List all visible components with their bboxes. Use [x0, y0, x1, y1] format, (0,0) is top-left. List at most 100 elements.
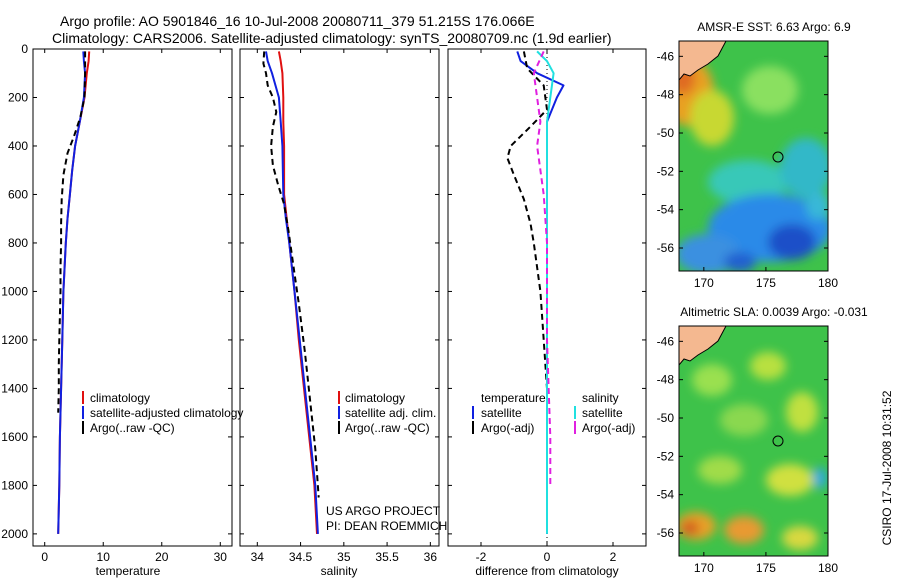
sla-yellow-patch	[786, 392, 818, 432]
legend-header-salinity: salinity	[582, 391, 619, 405]
legend-label-climatology: climatology	[90, 391, 150, 405]
legend-label-satellite: satellite-adjusted climatology	[90, 406, 243, 420]
temperature-panel-frame	[32, 48, 233, 547]
sst-yellow-patch	[690, 90, 734, 146]
x-tick-label: 20	[155, 550, 169, 564]
map-x-tick-label: 170	[694, 276, 714, 290]
x-tick-label: 35.5	[375, 550, 399, 564]
sla-yellow-patch	[750, 352, 786, 380]
series-line-salinity-satellite	[536, 50, 555, 534]
map-y-tick-label: -52	[657, 449, 675, 463]
legend-label-sal-argo: Argo(-adj)	[582, 421, 635, 435]
figure-title-line2: Climatology: CARS2006. Satellite-adjuste…	[52, 30, 612, 46]
sla-orange-patch	[724, 516, 764, 544]
sst-map: AMSR-E SST: 6.63 Argo: 6.9 170 175 180 -46 -…	[657, 20, 851, 290]
project-annotation: US ARGO PROJECT	[326, 504, 441, 518]
sst-cyan-patch	[708, 160, 788, 204]
map-y-tick-label: -48	[657, 373, 675, 387]
sst-cyan-patch	[780, 138, 828, 198]
sla-land-mass	[679, 326, 727, 366]
series-group	[57, 51, 91, 534]
x-tick-label: -2	[476, 550, 487, 564]
map-y-tick-label: -56	[657, 526, 675, 540]
legend-label-temp-satellite: satellite	[481, 406, 522, 420]
sst-float-marker	[772, 151, 784, 163]
profile-series	[57, 49, 565, 546]
y-tick-label: 1600	[1, 430, 28, 444]
legend-header-temperature: temperature	[481, 391, 546, 405]
figure-title-line1: Argo profile: AO 5901846_16 10-Jul-2008 …	[60, 13, 535, 29]
series-line-argo-raw-qc-	[262, 51, 320, 498]
pi-annotation: PI: DEAN ROEMMICH	[326, 519, 447, 533]
map-y-tick-label: -46	[657, 334, 675, 348]
difference-xlabel: difference from climatology	[475, 564, 618, 578]
legend-label-climatology: climatology	[345, 391, 405, 405]
sla-map-title: Altimetric SLA: 0.0039 Argo: -0.031	[680, 305, 868, 319]
y-tick-label: 800	[8, 236, 28, 250]
map-y-tick-label: -50	[657, 411, 675, 425]
y-tick-label: 400	[8, 139, 28, 153]
sla-blue-patch	[813, 467, 827, 489]
salinity-panel-frame	[239, 48, 440, 547]
sst-deep-blue-patch	[724, 252, 756, 271]
temperature-xlabel: temperature	[96, 564, 161, 578]
map-y-tick-label: -48	[657, 88, 675, 102]
footer-timestamp: CSIRO 17-Jul-2008 10:31:52	[880, 390, 894, 545]
x-tick-label: 34	[251, 550, 265, 564]
sla-light-patch	[720, 404, 768, 436]
map-y-tick-label: -50	[657, 126, 675, 140]
sla-red-patch	[681, 521, 699, 535]
sst-cyan-patch	[806, 192, 828, 220]
series-line-satellite-adjusted-climatology	[57, 51, 87, 534]
y-tick-label: 1400	[1, 381, 28, 395]
y-tick-label: 600	[8, 187, 28, 201]
x-tick-label: 35	[337, 550, 351, 564]
legend-label-argo: Argo(..raw -QC)	[345, 421, 430, 435]
x-tick-label: 2	[610, 550, 617, 564]
sla-yellow-patch	[782, 526, 818, 550]
legend-label-sal-satellite: satellite	[582, 406, 623, 420]
sst-map-ticks: 170 175 180 -46 -48 -50 -52 -54 -56	[657, 49, 839, 290]
salinity-legend: climatology satellite adj. clim. Argo(..…	[338, 391, 436, 435]
sla-map-ticks: 170 175 180 -46 -48 -50 -52 -54 -56	[657, 334, 839, 575]
legend-label-argo: Argo(..raw -QC)	[90, 421, 175, 435]
sla-yellow-patch	[766, 464, 814, 496]
x-tick-label: 10	[97, 550, 111, 564]
series-line-argo-raw-qc-	[57, 51, 87, 413]
series-line-salinity-argo-adj-	[532, 50, 552, 486]
map-y-tick-label: -54	[657, 203, 675, 217]
x-tick-label: 0	[41, 550, 48, 564]
sst-map-frame	[678, 40, 829, 272]
map-y-tick-label: -56	[657, 241, 675, 255]
y-tick-label: 1800	[1, 478, 28, 492]
map-y-tick-label: -46	[657, 49, 675, 63]
sst-map-title: AMSR-E SST: 6.63 Argo: 6.9	[697, 20, 851, 34]
legend-label-satellite: satellite adj. clim.	[345, 406, 436, 420]
x-tick-label: 34.5	[289, 550, 313, 564]
series-group	[262, 51, 320, 534]
sst-deep-blue-patch	[768, 224, 816, 260]
y-tick-label: 200	[8, 90, 28, 104]
sst-land-mass	[679, 41, 727, 81]
salinity-xlabel: salinity	[321, 564, 358, 578]
series-line-temperature-argo-adj-	[506, 51, 548, 413]
sst-map-field	[679, 58, 828, 271]
map-y-tick-label: -52	[657, 164, 675, 178]
y-tick-label: 0	[21, 42, 28, 56]
x-tick-label: 0	[544, 550, 551, 564]
sla-float-marker	[772, 435, 784, 447]
series-line-climatology	[277, 51, 318, 534]
y-tick-label: 2000	[1, 527, 28, 541]
sla-map-frame	[678, 325, 829, 557]
map-x-tick-label: 175	[756, 276, 776, 290]
map-x-tick-label: 170	[694, 561, 714, 575]
sla-light-patch	[698, 456, 742, 484]
temperature-legend: climatology satellite-adjusted climatolo…	[82, 391, 243, 435]
sla-map: Altimetric SLA: 0.0039 Argo: -0.031 170 1…	[657, 305, 868, 575]
sla-map-field	[679, 352, 827, 550]
sst-light-patch	[742, 66, 798, 114]
axis-ticks: 0 10 20 30020040060080010001200140016001800…	[1, 42, 646, 564]
map-x-tick-label: 180	[818, 276, 838, 290]
map-y-tick-label: -54	[657, 488, 675, 502]
